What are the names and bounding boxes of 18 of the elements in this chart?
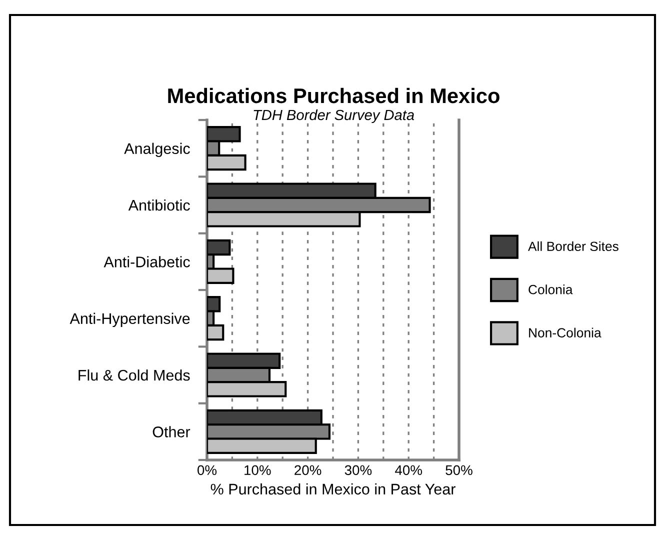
legend-label: Colonia (528, 284, 573, 294)
chart-subtitle: TDH Border Survey Data (254, 109, 414, 124)
y-tick-label: Analgesic (124, 142, 190, 158)
x-tick-label: 20% (294, 465, 322, 476)
y-tick-label: Anti-Hypertensive (70, 312, 190, 328)
chart-title: Medications Purchased in Mexico (168, 88, 500, 104)
x-tick-label: 40% (395, 465, 422, 476)
y-tick-label: Other (152, 426, 190, 438)
x-axis-title: % Purchased in Mexico in Past Year (210, 483, 456, 495)
y-tick-label: Antibiotic (128, 199, 190, 211)
y-tick-label: Flu & Cold Meds (78, 369, 190, 381)
legend-label: Non-Colonia (529, 328, 602, 338)
y-tick-label: Anti-Diabetic (104, 256, 190, 268)
x-tick-label: 30% (344, 465, 372, 476)
x-tick-label: 0% (198, 465, 217, 476)
x-tick-label: 10% (244, 465, 271, 476)
x-tick-label: 50% (446, 465, 472, 476)
legend-label: All Border Sites (528, 241, 618, 252)
